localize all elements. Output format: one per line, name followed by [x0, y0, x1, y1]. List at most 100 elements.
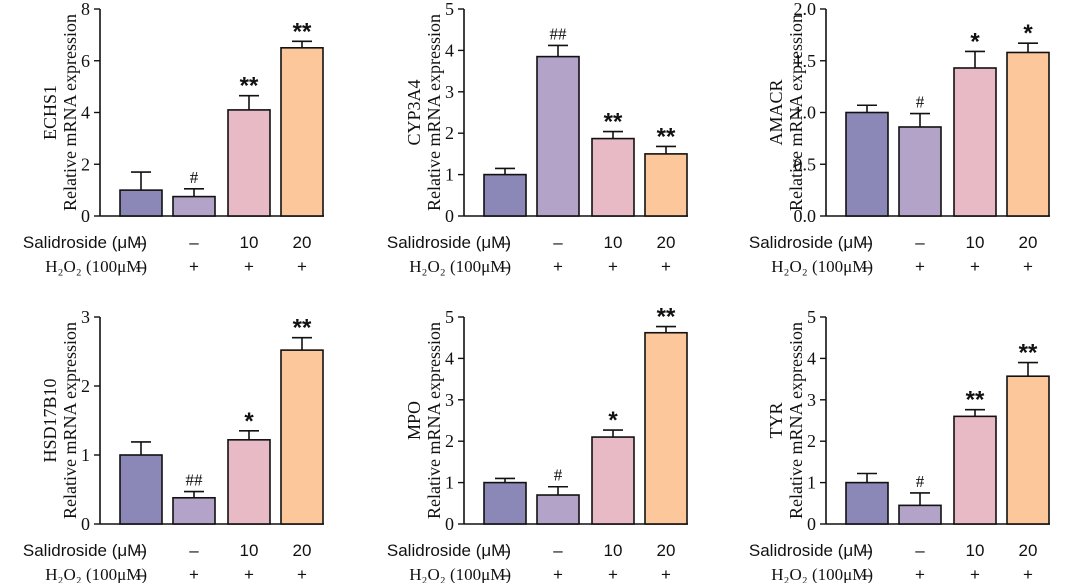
- y-tick-label: 5: [445, 307, 454, 327]
- y-tick-label: 3: [81, 307, 90, 327]
- significance-mark: *: [1023, 20, 1033, 47]
- salidroside-value: –: [553, 541, 563, 560]
- significance-mark: **: [293, 18, 312, 45]
- salidroside-value: 20: [1019, 233, 1038, 252]
- h2o2-value: –: [136, 565, 146, 583]
- panel-amacr: 0.0 0.5 1.0 1.5 2.0 AMACR Relative mRNA expres…: [749, 0, 1050, 276]
- salidroside-label: Salidroside (μM): [749, 233, 873, 252]
- bar-2: [172, 195, 216, 217]
- salidroside-label: Salidroside (μM): [387, 541, 511, 560]
- y-axis-title: Relative mRNA expression: [424, 322, 444, 519]
- y-axis-title: Relative mRNA expression: [60, 322, 80, 519]
- y-tick-label: 2: [807, 431, 816, 451]
- y-tick-label: 3: [807, 390, 816, 410]
- bar-1: [845, 111, 889, 217]
- y-tick-label: 1.0: [794, 103, 817, 123]
- h2o2-value: +: [244, 257, 254, 276]
- gene-label: ECHS1: [40, 85, 60, 140]
- significance-mark: **: [966, 387, 985, 414]
- salidroside-value: 10: [604, 233, 623, 252]
- bar-2: [898, 126, 942, 217]
- bar-3: [953, 67, 997, 217]
- y-tick-label: 2: [81, 376, 90, 396]
- salidroside-value: 10: [966, 233, 985, 252]
- h2o2-value: +: [661, 565, 671, 583]
- y-tick-label: 0.0: [794, 206, 817, 226]
- significance-mark: **: [293, 315, 312, 342]
- significance-mark: #: [554, 466, 563, 485]
- h2o2-value: +: [915, 565, 925, 583]
- y-tick-label: 1: [807, 473, 816, 493]
- h2o2-value: +: [189, 565, 199, 583]
- bar-2: [536, 55, 580, 217]
- significance-mark: **: [657, 304, 676, 331]
- salidroside-value: 10: [240, 541, 259, 560]
- h2o2-value: +: [297, 257, 307, 276]
- salidroside-value: –: [862, 233, 872, 252]
- gene-label: AMACR: [766, 79, 786, 145]
- y-tick-label: 3: [445, 390, 454, 410]
- h2o2-label: H₂O₂ (100μM): [45, 565, 147, 583]
- y-tick-label: 3: [445, 82, 454, 102]
- panel-echs1: 0 2 4 6 8 ECHS1 Relative mRNA expression # ** ** S…: [23, 0, 324, 276]
- salidroside-label: Salidroside (μM): [749, 541, 873, 560]
- y-tick-label: 4: [807, 348, 816, 368]
- significance-mark: ##: [550, 24, 568, 43]
- bar-4: [280, 349, 324, 525]
- bar-1: [119, 189, 163, 217]
- bar-3: [953, 415, 997, 525]
- y-axis-title: Relative mRNA expression: [786, 322, 806, 519]
- significance-mark: **: [657, 123, 676, 150]
- salidroside-value: –: [915, 233, 925, 252]
- h2o2-label: H₂O₂ (100μM): [45, 257, 147, 276]
- significance-mark: #: [916, 93, 925, 112]
- significance-mark: #: [190, 168, 199, 187]
- h2o2-value: +: [970, 565, 980, 583]
- y-tick-label: 5: [445, 0, 454, 19]
- salidroside-label: Salidroside (μM): [23, 541, 147, 560]
- y-tick-label: 0: [81, 514, 90, 534]
- bar-4: [644, 153, 688, 217]
- gene-label: TYR: [766, 403, 786, 439]
- bar-1: [845, 481, 889, 525]
- salidroside-value: –: [915, 541, 925, 560]
- bar-3: [227, 439, 271, 525]
- salidroside-value: –: [862, 541, 872, 560]
- gene-label: HSD17B10: [40, 378, 60, 462]
- bar-1: [119, 454, 163, 525]
- salidroside-label: Salidroside (μM): [23, 233, 147, 252]
- bar-3: [591, 137, 635, 217]
- h2o2-value: +: [1023, 257, 1033, 276]
- significance-mark: *: [608, 407, 618, 434]
- salidroside-value: 20: [293, 233, 312, 252]
- y-axis-title: Relative mRNA expression: [60, 14, 80, 211]
- h2o2-label: H₂O₂ (100μM): [771, 565, 873, 583]
- y-axis-title: Relative mRNA expression: [424, 14, 444, 211]
- salidroside-value: –: [500, 541, 510, 560]
- y-tick-label: 1: [445, 473, 454, 493]
- salidroside-value: –: [500, 233, 510, 252]
- y-tick-label: 1.5: [794, 51, 817, 71]
- y-tick-label: 5: [807, 307, 816, 327]
- y-tick-label: 4: [445, 348, 454, 368]
- h2o2-value: +: [970, 257, 980, 276]
- h2o2-value: +: [608, 565, 618, 583]
- h2o2-label: H₂O₂ (100μM): [409, 565, 511, 583]
- bar-1: [483, 173, 527, 217]
- panel-tyr: 0 1 2 3 4 5 TYR Relative mRNA expression # ** ** Sa…: [749, 307, 1050, 583]
- bar-1: [483, 481, 527, 525]
- panel-cyp3a4: 0 1 2 3 4 5 CYP3A4 Relative mRNA expression ## **…: [387, 0, 688, 276]
- h2o2-value: –: [500, 257, 510, 276]
- h2o2-value: +: [1023, 565, 1033, 583]
- salidroside-value: 20: [1019, 541, 1038, 560]
- h2o2-value: –: [500, 565, 510, 583]
- y-tick-label: 8: [81, 0, 90, 19]
- h2o2-value: +: [189, 257, 199, 276]
- y-tick-label: 2.0: [794, 0, 817, 19]
- significance-mark: #: [916, 472, 925, 491]
- y-tick-label: 2: [445, 431, 454, 451]
- salidroside-value: 20: [657, 541, 676, 560]
